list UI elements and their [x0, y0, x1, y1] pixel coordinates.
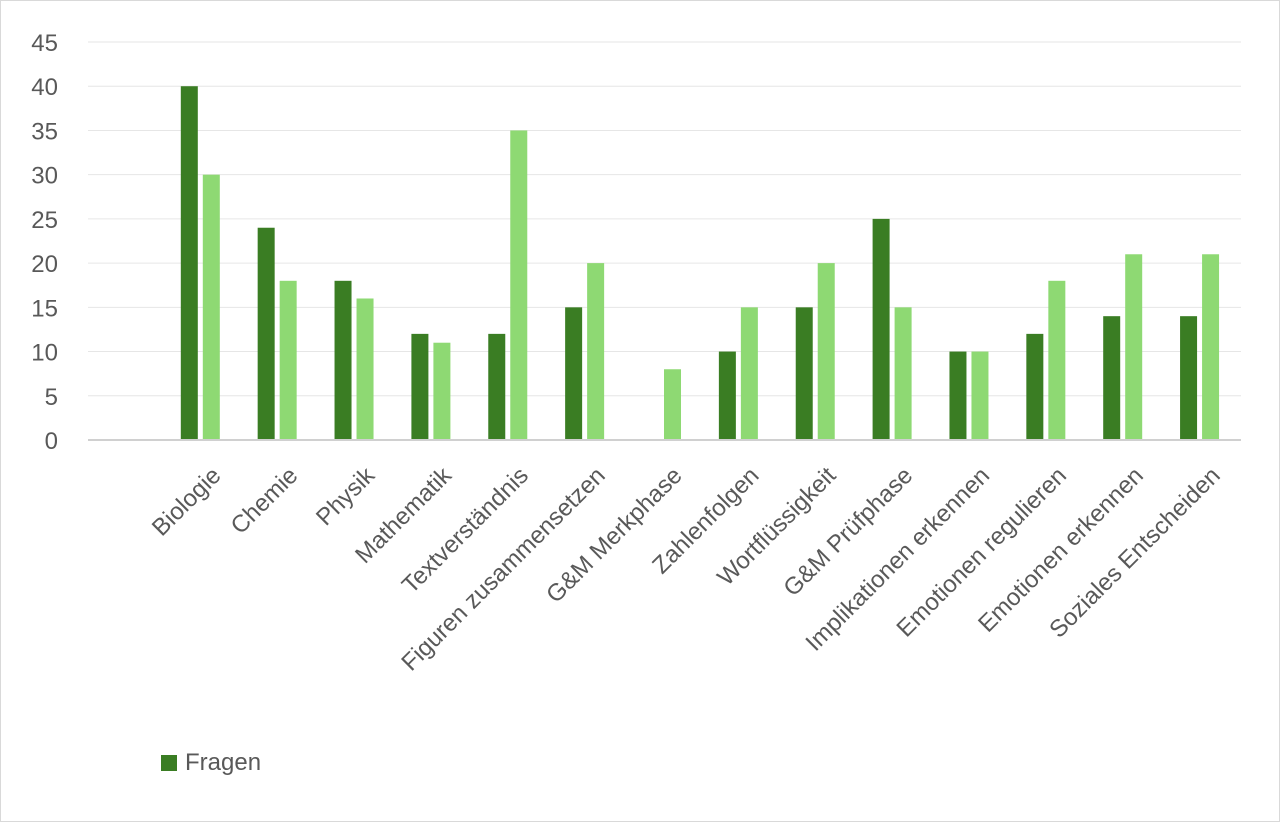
y-tick-label: 10: [31, 340, 58, 367]
legend: Fragen: [161, 749, 261, 777]
bars: [180, 86, 1220, 440]
bar-light-4: [510, 130, 528, 440]
x-tick-label: Physik: [311, 461, 381, 531]
y-tick-label: 35: [31, 118, 58, 145]
x-tick-label: Biologie: [147, 462, 226, 541]
bar-light-12: [1125, 254, 1143, 440]
y-tick-label: 15: [31, 295, 58, 322]
x-tick-label: Chemie: [226, 462, 304, 540]
y-tick-label: 5: [45, 384, 58, 411]
bar-dark-1: [257, 227, 275, 440]
bar-light-11: [1048, 280, 1066, 440]
bar-light-9: [894, 307, 912, 440]
bar-light-7: [740, 307, 758, 440]
bar-light-13: [1202, 254, 1220, 440]
bar-dark-9: [872, 218, 890, 440]
y-tick-label: 25: [31, 207, 58, 234]
bar-light-8: [817, 263, 835, 440]
bar-dark-4: [488, 333, 506, 440]
bar-light-10: [971, 351, 989, 440]
bar-light-6: [664, 369, 681, 440]
legend-label: Fragen: [185, 749, 262, 776]
bar-dark-7: [718, 351, 736, 440]
bar-dark-0: [180, 86, 198, 440]
x-axis-labels: Biologie Chemie PhysikMathematikTextverstä…: [147, 461, 1226, 676]
bar-dark-3: [411, 333, 429, 440]
bar-dark-13: [1180, 316, 1198, 440]
bar-light-0: [202, 174, 220, 440]
y-axis-ticks: 0 5 10 15 20 25 30 35 40 45: [31, 30, 58, 455]
bar-dark-8: [795, 307, 813, 440]
bar-dark-10: [949, 351, 967, 440]
legend-swatch: [161, 755, 177, 771]
y-tick-label: 30: [31, 163, 58, 190]
bar-light-3: [433, 342, 451, 440]
y-tick-label: 40: [31, 74, 58, 101]
x-tick-label: G&M Prüfphase: [778, 462, 918, 602]
bar-light-5: [587, 263, 605, 440]
y-tick-label: 0: [45, 428, 58, 455]
bar-dark-2: [334, 280, 352, 440]
y-tick-label: 45: [31, 30, 58, 57]
x-tick-label: G&M Merkphase: [541, 462, 687, 608]
bar-light-1: [279, 280, 297, 440]
bar-light-2: [356, 298, 374, 440]
bar-dark-11: [1026, 333, 1044, 440]
y-tick-label: 20: [31, 251, 58, 278]
bar-dark-12: [1103, 316, 1121, 440]
bar-dark-5: [565, 307, 583, 440]
